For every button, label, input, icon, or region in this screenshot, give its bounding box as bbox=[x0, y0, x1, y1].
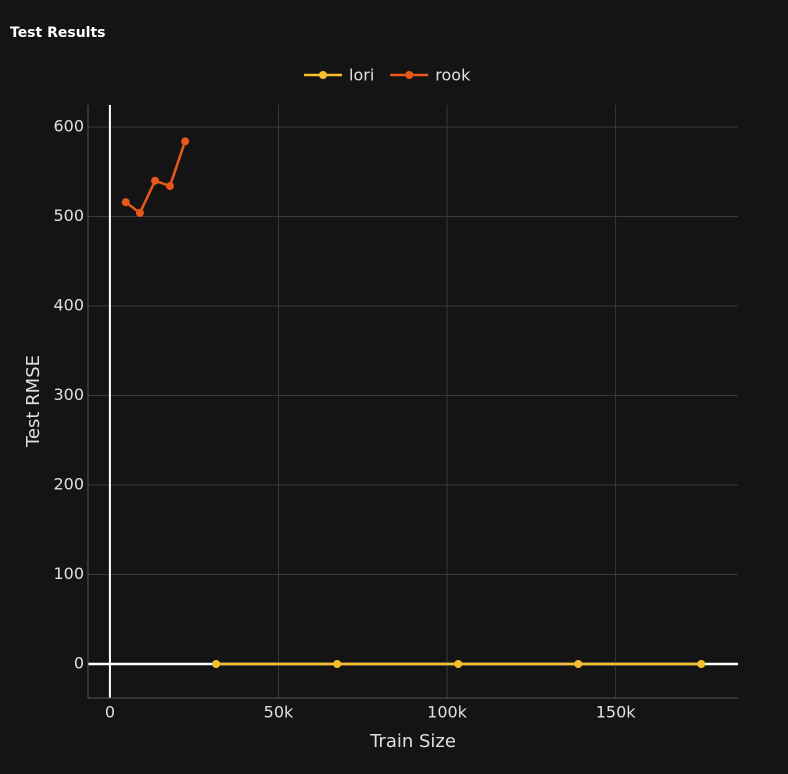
data-point bbox=[135, 208, 144, 217]
data-point bbox=[212, 659, 221, 668]
legend-label: lori bbox=[349, 66, 374, 85]
y-tick-label: 600 bbox=[53, 117, 84, 136]
data-point bbox=[574, 659, 583, 668]
y-tick-label: 100 bbox=[53, 564, 84, 583]
x-tick-label: 150k bbox=[596, 703, 637, 722]
chart-title: Test Results bbox=[10, 25, 105, 41]
x-tick-label: 0 bbox=[105, 703, 115, 722]
data-point bbox=[181, 137, 190, 146]
data-point bbox=[697, 659, 706, 668]
y-axis-title: Test RMSE bbox=[23, 355, 44, 448]
legend-marker bbox=[405, 71, 414, 79]
legend-label: rook bbox=[435, 66, 471, 85]
data-point bbox=[121, 198, 130, 207]
data-point bbox=[165, 182, 174, 191]
data-point bbox=[333, 659, 342, 668]
legend-marker bbox=[319, 71, 327, 79]
y-tick-label: 0 bbox=[74, 653, 84, 672]
x-tick-label: 50k bbox=[264, 703, 294, 722]
data-point bbox=[151, 176, 160, 185]
x-axis-title: Train Size bbox=[369, 731, 456, 752]
y-tick-label: 200 bbox=[53, 474, 84, 493]
x-tick-label: 100k bbox=[427, 703, 468, 722]
y-tick-label: 300 bbox=[53, 385, 84, 404]
data-point bbox=[454, 659, 463, 668]
y-tick-label: 400 bbox=[53, 296, 84, 315]
y-tick-label: 500 bbox=[53, 206, 84, 225]
